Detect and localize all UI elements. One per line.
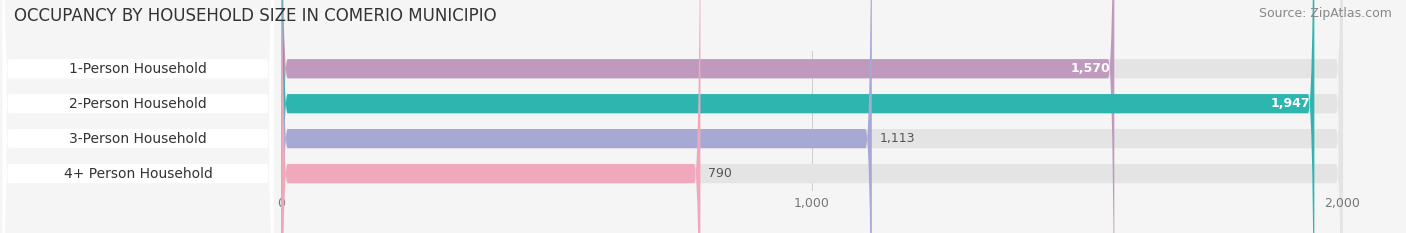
Text: 1,113: 1,113 — [880, 132, 915, 145]
FancyBboxPatch shape — [3, 0, 273, 233]
FancyBboxPatch shape — [281, 0, 700, 233]
FancyBboxPatch shape — [3, 0, 273, 233]
FancyBboxPatch shape — [281, 0, 1115, 233]
FancyBboxPatch shape — [281, 0, 1343, 233]
FancyBboxPatch shape — [3, 0, 273, 233]
Text: 1,947: 1,947 — [1271, 97, 1310, 110]
Text: 790: 790 — [709, 167, 733, 180]
Text: 3-Person Household: 3-Person Household — [69, 132, 207, 146]
Text: 1-Person Household: 1-Person Household — [69, 62, 207, 76]
FancyBboxPatch shape — [281, 0, 1343, 233]
FancyBboxPatch shape — [281, 0, 1343, 233]
Text: 1,570: 1,570 — [1070, 62, 1111, 75]
FancyBboxPatch shape — [281, 0, 1343, 233]
FancyBboxPatch shape — [281, 0, 872, 233]
Text: 2-Person Household: 2-Person Household — [69, 97, 207, 111]
FancyBboxPatch shape — [281, 0, 1315, 233]
Text: OCCUPANCY BY HOUSEHOLD SIZE IN COMERIO MUNICIPIO: OCCUPANCY BY HOUSEHOLD SIZE IN COMERIO M… — [14, 7, 496, 25]
FancyBboxPatch shape — [3, 0, 273, 233]
Text: 4+ Person Household: 4+ Person Household — [63, 167, 212, 181]
Text: Source: ZipAtlas.com: Source: ZipAtlas.com — [1258, 7, 1392, 20]
